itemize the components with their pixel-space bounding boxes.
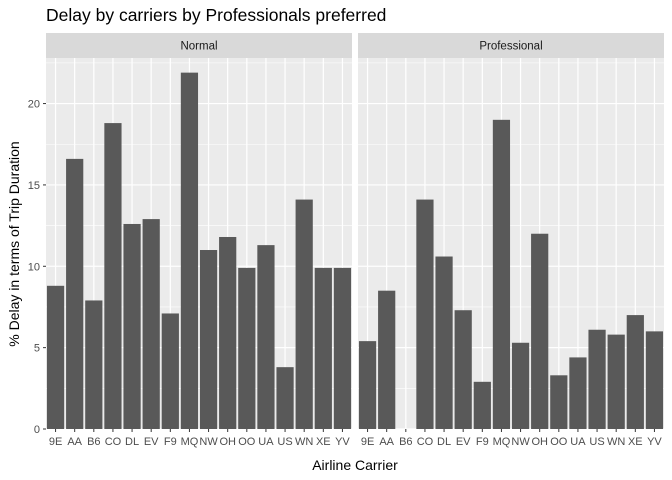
x-tick-label: YV bbox=[335, 436, 350, 448]
bar-nw bbox=[511, 342, 530, 429]
y-tick-label: 15 bbox=[28, 180, 40, 192]
y-tick-label: 20 bbox=[28, 99, 40, 111]
bar-dl bbox=[123, 223, 141, 429]
x-tick-label: WN bbox=[607, 436, 625, 448]
bar-us bbox=[588, 329, 606, 429]
facet-strip-label: Normal bbox=[180, 41, 217, 53]
bar-oo bbox=[550, 375, 568, 429]
bar-nw bbox=[199, 250, 218, 429]
x-tick-label: XE bbox=[628, 436, 643, 448]
bar-xe bbox=[314, 267, 332, 429]
x-tick-label: 9E bbox=[361, 436, 374, 448]
bar-f9 bbox=[161, 313, 179, 429]
chart-title: Delay by carriers by Professionals prefe… bbox=[46, 5, 387, 25]
x-tick-label: CO bbox=[417, 436, 434, 448]
bar-xe bbox=[626, 315, 644, 429]
x-tick-label: MQ bbox=[181, 436, 199, 448]
x-tick-label: UA bbox=[258, 436, 274, 448]
x-tick-label: US bbox=[277, 436, 292, 448]
x-tick-label: OO bbox=[238, 436, 256, 448]
bar-mq bbox=[492, 119, 511, 429]
bar-ua bbox=[257, 245, 275, 429]
bar-yv bbox=[333, 267, 352, 429]
bar-ev bbox=[142, 219, 160, 429]
x-tick-label: WN bbox=[295, 436, 313, 448]
bar-ua bbox=[569, 357, 587, 429]
x-tick-label: AA bbox=[379, 436, 394, 448]
bar-wn bbox=[607, 334, 625, 429]
bar-f9 bbox=[473, 381, 491, 429]
x-tick-label: YV bbox=[647, 436, 662, 448]
x-tick-label: US bbox=[589, 436, 604, 448]
x-tick-label: OH bbox=[219, 436, 236, 448]
x-tick-label: F9 bbox=[476, 436, 489, 448]
x-tick-label: NW bbox=[199, 436, 218, 448]
facet-strip-label: Professional bbox=[479, 41, 542, 53]
bar-us bbox=[276, 367, 294, 429]
bar-9e bbox=[46, 285, 65, 429]
x-tick-label: F9 bbox=[164, 436, 177, 448]
x-tick-label: CO bbox=[105, 436, 122, 448]
y-tick-label: 0 bbox=[34, 424, 40, 436]
x-tick-label: AA bbox=[67, 436, 82, 448]
x-tick-label: B6 bbox=[87, 436, 100, 448]
bar-yv bbox=[645, 331, 664, 429]
x-tick-label: EV bbox=[456, 436, 471, 448]
x-tick-label: OH bbox=[531, 436, 548, 448]
x-tick-label: B6 bbox=[399, 436, 412, 448]
bar-oh bbox=[219, 236, 237, 429]
facet-panel-normal: Normal 9E AA B6 CO DL EV F9 MQ NW OH OO UA US WN XE YV bbox=[46, 33, 352, 448]
facet-strip bbox=[358, 33, 664, 58]
y-axis-title: % Delay in terms of Trip Duration bbox=[6, 141, 22, 346]
facet-panel-professional: Professional 9E AA B6 CO DL EV F9 MQ NW OH OO UA US WN… bbox=[358, 33, 664, 448]
bar-ev bbox=[454, 310, 472, 429]
facet-strip bbox=[46, 33, 352, 58]
y-tick-label: 10 bbox=[28, 261, 40, 273]
x-tick-label: EV bbox=[144, 436, 159, 448]
x-tick-label: OO bbox=[550, 436, 568, 448]
x-tick-label: NW bbox=[511, 436, 530, 448]
bar-co bbox=[416, 199, 434, 429]
bar-aa bbox=[378, 290, 396, 429]
bar-dl bbox=[435, 256, 453, 429]
x-axis-title: Airline Carrier bbox=[312, 457, 398, 473]
y-tick-label: 5 bbox=[34, 343, 40, 355]
x-tick-label: UA bbox=[570, 436, 586, 448]
bar-wn bbox=[295, 199, 313, 429]
bar-mq bbox=[180, 72, 199, 429]
bar-oo bbox=[238, 267, 256, 429]
bar-9e bbox=[358, 341, 377, 429]
bar-oh bbox=[531, 233, 549, 429]
x-tick-label: MQ bbox=[493, 436, 511, 448]
bar-aa bbox=[66, 158, 84, 429]
x-tick-label: DL bbox=[125, 436, 139, 448]
bar-b6 bbox=[85, 300, 103, 429]
x-tick-label: 9E bbox=[49, 436, 62, 448]
x-tick-label: XE bbox=[316, 436, 331, 448]
bar-co bbox=[104, 123, 122, 430]
x-tick-label: DL bbox=[437, 436, 451, 448]
